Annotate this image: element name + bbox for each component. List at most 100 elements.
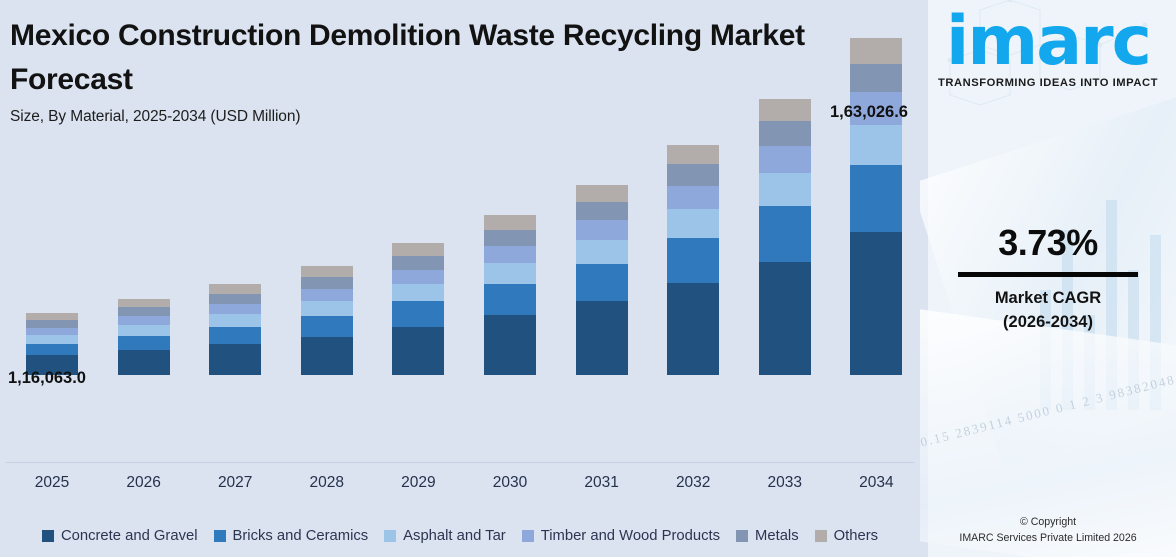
- legend-label: Concrete and Gravel: [60, 528, 198, 544]
- bar-segment[interactable]: [392, 243, 445, 256]
- bar-segment[interactable]: [575, 239, 628, 264]
- bar-segment[interactable]: [484, 245, 536, 263]
- bar-segment[interactable]: [300, 288, 353, 302]
- legend-item-4[interactable]: Metals: [736, 528, 799, 544]
- x-tick-2025: 2025: [34, 474, 70, 491]
- bar-segment[interactable]: [392, 301, 445, 327]
- bar-segment[interactable]: [209, 284, 262, 294]
- bar-segment[interactable]: [209, 303, 262, 315]
- bar-segment[interactable]: [26, 313, 78, 321]
- bar-segment[interactable]: [117, 349, 170, 375]
- bar-segment[interactable]: [758, 172, 811, 207]
- bar-segment[interactable]: [850, 124, 903, 165]
- bar-segment[interactable]: [117, 299, 170, 308]
- bar-segment[interactable]: [392, 326, 445, 375]
- bar-segment[interactable]: [26, 355, 78, 375]
- bar-segment[interactable]: [484, 229, 536, 246]
- bar-segment[interactable]: [209, 293, 262, 304]
- imarc-logo: imarc TRANSFORMING IDEAS INTO IMPACT: [920, 2, 1176, 120]
- bar-segment[interactable]: [850, 92, 903, 125]
- bar-column-2033[interactable]: [758, 99, 811, 375]
- bar-segment[interactable]: [575, 220, 628, 240]
- bar-segment[interactable]: [484, 314, 536, 375]
- bar-segment[interactable]: [26, 335, 78, 344]
- bar-segment[interactable]: [300, 266, 353, 278]
- bar-segment[interactable]: [484, 262, 536, 284]
- chart-subtitle: Size, By Material, 2025-2034 (USD Millio…: [10, 108, 301, 126]
- bar-segment[interactable]: [667, 145, 720, 165]
- bar-segment[interactable]: [667, 185, 720, 210]
- bar-segment[interactable]: [117, 307, 170, 317]
- bar-column-2032[interactable]: [667, 145, 720, 375]
- logo-wordmark: imarc: [946, 2, 1152, 81]
- legend-item-2[interactable]: Asphalt and Tar: [384, 528, 506, 544]
- bar-segment[interactable]: [758, 121, 811, 146]
- bar-segment[interactable]: [209, 343, 262, 375]
- bar-segment[interactable]: [209, 314, 262, 327]
- legend-label: Metals: [755, 528, 799, 544]
- bar-segment[interactable]: [758, 99, 811, 122]
- bar-segment[interactable]: [300, 301, 353, 316]
- x-tick-2029: 2029: [401, 474, 436, 491]
- bar-segment[interactable]: [575, 263, 628, 302]
- legend-label: Asphalt and Tar: [403, 528, 506, 544]
- bar-segment[interactable]: [117, 335, 170, 350]
- bar-segment[interactable]: [117, 325, 170, 336]
- bar-segment[interactable]: [758, 206, 811, 262]
- x-tick-2032: 2032: [675, 474, 711, 491]
- bar-segment[interactable]: [667, 283, 720, 375]
- bar-segment[interactable]: [575, 301, 628, 375]
- bar-segment[interactable]: [209, 326, 262, 344]
- bar-column-2029[interactable]: [392, 243, 445, 375]
- bar-segment[interactable]: [575, 201, 628, 221]
- legend-swatch-icon: [736, 530, 749, 542]
- legend-item-1[interactable]: Bricks and Ceramics: [213, 528, 368, 544]
- bar-segment[interactable]: [575, 185, 628, 202]
- bar-column-2026[interactable]: [117, 299, 170, 375]
- bar-segment[interactable]: [850, 232, 903, 375]
- legend-item-3[interactable]: Timber and Wood Products: [521, 528, 721, 544]
- bar-column-2034[interactable]: [850, 38, 903, 375]
- cagr-caption-line2: (2026-2034): [1003, 312, 1093, 331]
- legend-swatch-icon: [41, 530, 54, 542]
- bar-column-2028[interactable]: [300, 266, 353, 375]
- bar-segment[interactable]: [850, 38, 903, 64]
- last-value-label: 1,63,026.6: [830, 103, 908, 121]
- bar-segment[interactable]: [667, 237, 720, 284]
- axis-baseline: [6, 462, 914, 463]
- logo-tagline: TRANSFORMING IDEAS INTO IMPACT: [938, 76, 1158, 89]
- bar-segment[interactable]: [392, 269, 445, 285]
- bar-segment[interactable]: [117, 316, 170, 326]
- legend-item-5[interactable]: Others: [814, 528, 878, 544]
- x-tick-2026: 2026: [126, 474, 161, 491]
- brand-side-panel: 0.15 2839114 5000 0 1 2 3 98382048 268 i…: [920, 0, 1176, 557]
- bar-segment[interactable]: [758, 145, 811, 173]
- bar-segment[interactable]: [667, 209, 720, 238]
- x-tick-2033: 2033: [767, 474, 803, 491]
- x-tick-2028: 2028: [309, 474, 345, 491]
- bar-segment[interactable]: [26, 327, 78, 336]
- bar-column-2030[interactable]: [484, 215, 536, 375]
- bar-segment[interactable]: [26, 320, 78, 328]
- bar-segment[interactable]: [392, 284, 445, 302]
- bar-segment[interactable]: [392, 255, 445, 270]
- bar-segment[interactable]: [484, 283, 536, 315]
- cagr-caption: Market CAGR (2026-2034): [920, 287, 1176, 335]
- bar-column-2027[interactable]: [209, 284, 262, 375]
- bar-column-2031[interactable]: [575, 185, 628, 375]
- bar-segment[interactable]: [667, 164, 720, 186]
- bar-segment[interactable]: [850, 164, 903, 233]
- cagr-divider: [958, 272, 1138, 277]
- legend-item-0[interactable]: Concrete and Gravel: [41, 528, 198, 544]
- bar-segment[interactable]: [850, 63, 903, 93]
- x-tick-2031: 2031: [584, 474, 619, 491]
- bar-segment[interactable]: [300, 315, 353, 337]
- bar-segment[interactable]: [26, 343, 78, 356]
- bar-segment[interactable]: [300, 277, 353, 289]
- legend-label: Timber and Wood Products: [540, 528, 721, 544]
- bar-segment[interactable]: [758, 261, 811, 375]
- copyright-line2: IMARC Services Private Limited 2026: [959, 532, 1137, 545]
- bar-column-2025[interactable]: [26, 313, 78, 375]
- bar-segment[interactable]: [300, 336, 353, 375]
- bar-segment[interactable]: [484, 215, 536, 230]
